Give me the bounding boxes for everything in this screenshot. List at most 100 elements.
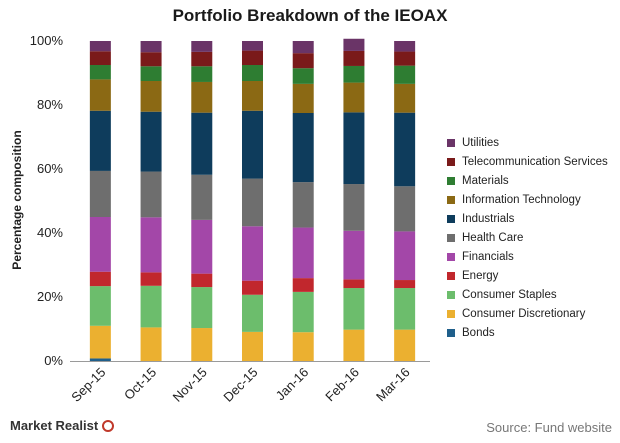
bar-segment	[343, 184, 365, 231]
bar-segment	[242, 178, 263, 227]
bar-segment	[394, 186, 416, 232]
legend-label: Information Technology	[462, 193, 581, 206]
y-axis: 0% 20% 40% 60% 80% 100%	[30, 33, 64, 368]
bar-segment	[242, 331, 263, 361]
legend-swatch	[447, 271, 455, 280]
y-tick-label: 60%	[37, 161, 63, 176]
bar-segment	[292, 83, 314, 113]
legend-item: Health Care	[447, 228, 619, 247]
bar-segment	[292, 68, 314, 84]
legend-swatch	[447, 176, 455, 185]
bar-segment	[191, 41, 213, 52]
legend-label: Telecommunication Services	[462, 155, 608, 168]
legend-swatch	[447, 328, 455, 337]
y-axis-label: Percentage composition	[10, 130, 24, 269]
bar-segment	[394, 65, 416, 84]
bar-stack	[191, 41, 213, 361]
bar-segment	[89, 51, 111, 65]
bar-segment	[292, 227, 314, 279]
bar-stack	[343, 38, 365, 361]
bar-segment	[89, 170, 111, 217]
legend-label: Consumer Staples	[462, 288, 557, 301]
brand-logo: Market Realist	[10, 418, 115, 433]
bar-segment	[140, 52, 162, 67]
y-tick-label: 0%	[44, 353, 63, 368]
y-tick-label: 40%	[37, 225, 63, 240]
legend-label: Materials	[462, 174, 509, 187]
bar-segment	[394, 112, 416, 187]
bar-segment	[89, 110, 111, 171]
bar-segment	[140, 111, 162, 172]
legend-label: Energy	[462, 269, 499, 282]
x-axis: Sep-15 Oct-15 Nov-15 Dec-15 Jan-16 Feb-16 Mar-…	[68, 361, 430, 405]
bar-segment	[292, 182, 314, 228]
legend-item: Consumer Staples	[447, 285, 619, 304]
bar-segment	[89, 325, 111, 359]
bar-segment	[292, 291, 314, 333]
bar-segment	[89, 79, 111, 111]
bar-segment	[394, 231, 416, 281]
x-tick-label: Sep-15	[68, 365, 108, 405]
legend-item: Utilities	[447, 133, 619, 152]
brand-name: Market Realist	[10, 418, 99, 433]
bar-segment	[343, 329, 365, 361]
bar-segment	[191, 174, 213, 220]
bar-segment	[191, 287, 213, 329]
legend-swatch	[447, 214, 455, 223]
legend-swatch	[447, 309, 455, 318]
bar-segment	[394, 83, 416, 113]
bar-segment	[292, 113, 314, 183]
bar-segment	[242, 65, 263, 81]
legend-item: Energy	[447, 266, 619, 285]
bar-segment	[140, 217, 162, 273]
x-tick-label: Oct-15	[121, 365, 159, 403]
bar-segment	[343, 50, 365, 66]
bar-stack	[394, 41, 416, 361]
bar-segment	[191, 219, 213, 274]
bar-segment	[394, 41, 416, 52]
bar-segment	[242, 81, 263, 111]
x-tick-label: Feb-16	[322, 365, 362, 405]
legend-label: Industrials	[462, 212, 515, 225]
bar-segment	[89, 286, 111, 326]
bar-segment	[89, 358, 111, 361]
bar-segment	[191, 51, 213, 67]
bar-segment	[292, 278, 314, 292]
legend-label: Bonds	[462, 326, 495, 339]
bar-segment	[242, 41, 263, 51]
legend-label: Health Care	[462, 231, 524, 244]
bar-segment	[191, 273, 213, 288]
bar-segment	[343, 279, 365, 289]
bar-segment	[242, 294, 263, 332]
bar-segment	[191, 66, 213, 82]
bar-segment	[343, 230, 365, 280]
bar-segment	[292, 41, 314, 54]
bar-segment	[140, 272, 162, 286]
bar-stack	[292, 41, 314, 361]
legend-swatch	[447, 195, 455, 204]
bar-segment	[191, 328, 213, 361]
bar-segment	[191, 81, 213, 113]
legend: Utilities Telecommunication Services Mater…	[447, 133, 619, 342]
legend-label: Consumer Discretionary	[462, 307, 586, 320]
legend-label: Utilities	[462, 136, 500, 149]
x-tick-label: Nov-15	[170, 365, 210, 405]
bar-segment	[242, 110, 263, 179]
x-tick-label: Mar-16	[373, 365, 413, 405]
x-tick-label: Dec-15	[220, 365, 260, 405]
y-tick-label: 80%	[37, 97, 63, 112]
plot-area	[89, 38, 416, 361]
bar-segment	[140, 285, 162, 328]
bar-segment	[140, 66, 162, 81]
legend-swatch	[447, 157, 455, 166]
legend-item: Information Technology	[447, 190, 619, 209]
bar-segment	[89, 41, 111, 52]
legend-item: Industrials	[447, 209, 619, 228]
legend-swatch	[447, 138, 455, 147]
legend-swatch	[447, 290, 455, 299]
bar-segment	[394, 329, 416, 361]
legend-label: Financials	[462, 250, 514, 263]
brand-mark-icon	[102, 419, 115, 432]
bar-segment	[89, 65, 111, 80]
